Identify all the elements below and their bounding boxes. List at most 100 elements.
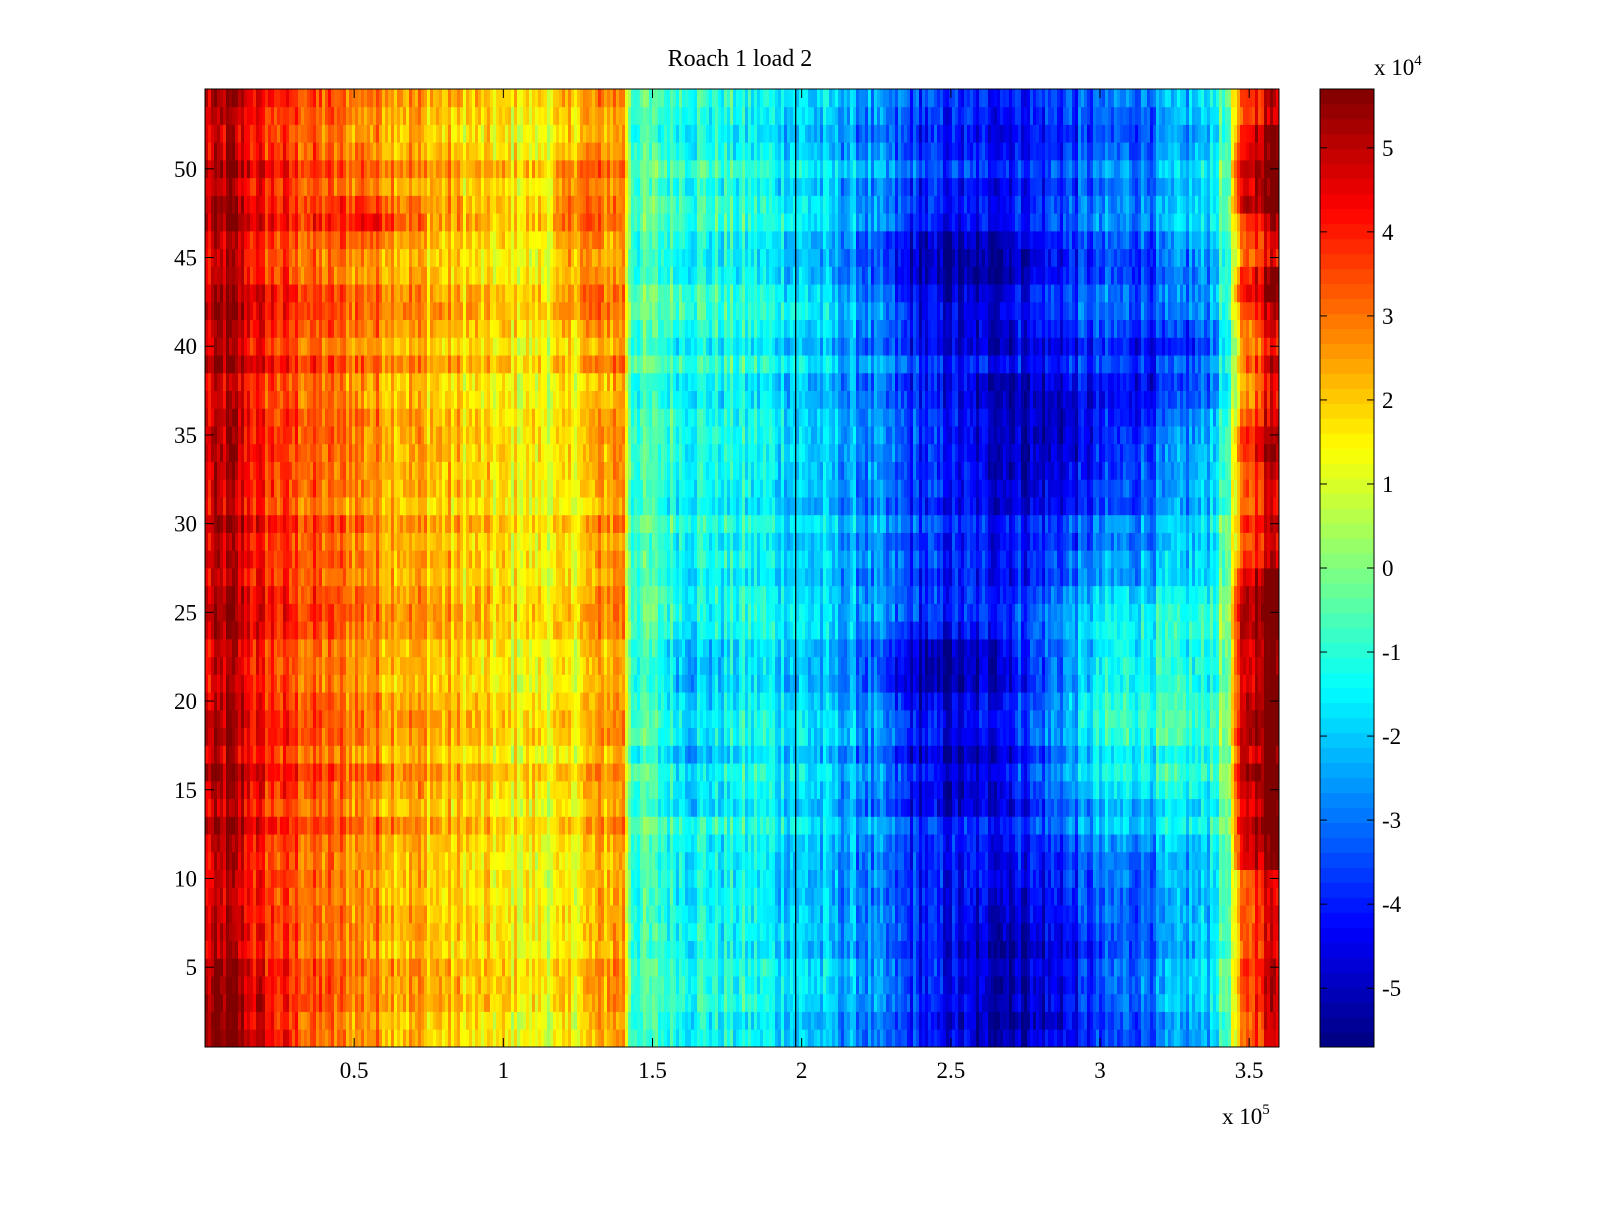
heatmap-cell	[1216, 940, 1220, 959]
heatmap-cell	[1123, 1029, 1127, 1048]
heatmap-cell	[661, 887, 665, 906]
heatmap-cell	[541, 922, 545, 941]
heatmap-cell	[571, 993, 575, 1012]
heatmap-cell	[1108, 1029, 1112, 1048]
heatmap-cell	[508, 816, 512, 835]
heatmap-cell	[214, 851, 218, 870]
heatmap-cell	[562, 940, 566, 959]
heatmap-cell	[748, 851, 752, 870]
heatmap-cell	[643, 1029, 647, 1048]
heatmap-cell	[376, 958, 380, 977]
heatmap-cell	[811, 816, 815, 835]
heatmap-cell	[529, 976, 533, 995]
heatmap-cell	[289, 976, 293, 995]
heatmap-cell	[1108, 993, 1112, 1012]
heatmap-cell	[247, 976, 251, 995]
heatmap-cell	[451, 958, 455, 977]
heatmap-cell	[349, 993, 353, 1012]
heatmap-cell	[1276, 1011, 1279, 1030]
heatmap-cell	[613, 1029, 617, 1048]
heatmap-cell	[562, 1011, 566, 1030]
heatmap-cell	[586, 922, 590, 941]
heatmap-cell	[1243, 922, 1247, 941]
heatmap-cell	[592, 993, 596, 1012]
heatmap-cell	[289, 1029, 293, 1048]
heatmap-cell	[592, 958, 596, 977]
heatmap-cell	[466, 976, 470, 995]
heatmap-cell	[553, 869, 557, 888]
heatmap-cell	[1261, 816, 1265, 835]
heatmap-cell	[388, 816, 392, 835]
heatmap-cell	[1213, 1029, 1217, 1048]
heatmap-cell	[343, 905, 347, 924]
heatmap-cell	[631, 869, 635, 888]
heatmap-cell	[1261, 905, 1265, 924]
heatmap-cell	[688, 1011, 692, 1030]
heatmap-cell	[892, 834, 896, 853]
heatmap-cell	[1042, 993, 1046, 1012]
heatmap-cell	[976, 869, 980, 888]
heatmap-cell	[592, 798, 596, 817]
heatmap-cell	[898, 798, 902, 817]
heatmap-cell	[652, 1029, 656, 1048]
heatmap-cell	[256, 976, 260, 995]
heatmap-cell	[964, 1029, 968, 1048]
heatmap-cell	[262, 993, 266, 1012]
heatmap-cell	[1273, 905, 1277, 924]
heatmap-cell	[340, 798, 344, 817]
heatmap-cell	[667, 1011, 671, 1030]
heatmap-cell	[343, 922, 347, 941]
heatmap-cells	[205, 89, 1279, 1048]
heatmap-cell	[295, 1029, 299, 1048]
heatmap-cell	[322, 887, 326, 906]
heatmap-cell	[226, 993, 230, 1012]
heatmap-cell	[457, 798, 461, 817]
heatmap-cell	[769, 993, 773, 1012]
heatmap-cell	[454, 1029, 458, 1048]
heatmap-cell	[997, 851, 1001, 870]
heatmap-cell	[295, 798, 299, 817]
heatmap-cell	[448, 1029, 452, 1048]
heatmap-cell	[706, 905, 710, 924]
heatmap-cell	[1276, 834, 1279, 853]
heatmap-cell	[274, 922, 278, 941]
heatmap-cell	[256, 940, 260, 959]
heatmap-cell	[706, 798, 710, 817]
heatmap-cell	[1033, 993, 1037, 1012]
heatmap-cell	[1159, 993, 1163, 1012]
heatmap-cell	[706, 887, 710, 906]
heatmap-cell	[1249, 869, 1253, 888]
heatmap-cell	[1039, 1011, 1043, 1030]
heatmap-cell	[421, 958, 425, 977]
heatmap-cell	[913, 887, 917, 906]
heatmap-cell	[1054, 958, 1058, 977]
heatmap-cell	[886, 940, 890, 959]
heatmap-cell	[1027, 940, 1031, 959]
heatmap-cell	[616, 1011, 620, 1030]
heatmap-cell	[610, 940, 614, 959]
heatmap-cell	[217, 958, 221, 977]
heatmap-cell	[1204, 1011, 1208, 1030]
heatmap-cell	[967, 1029, 971, 1048]
heatmap-cell	[232, 834, 236, 853]
heatmap-cell	[568, 1011, 572, 1030]
heatmap-cell	[739, 816, 743, 835]
heatmap-cell	[322, 993, 326, 1012]
heatmap-cell	[580, 940, 584, 959]
heatmap-cell	[1147, 1029, 1151, 1048]
heatmap-cell	[400, 798, 404, 817]
heatmap-cell	[622, 1011, 626, 1030]
heatmap-cell	[793, 1011, 797, 1030]
heatmap-cell	[829, 1011, 833, 1030]
heatmap-cell	[1222, 851, 1226, 870]
heatmap-cell	[601, 851, 605, 870]
heatmap-cell	[208, 993, 212, 1012]
heatmap-cell	[913, 993, 917, 1012]
heatmap-cell	[628, 887, 632, 906]
heatmap-cell	[379, 976, 383, 995]
heatmap-cell	[835, 905, 839, 924]
heatmap-cell	[379, 834, 383, 853]
heatmap-cell	[355, 993, 359, 1012]
heatmap-cell	[1024, 958, 1028, 977]
heatmap-cell	[1120, 976, 1124, 995]
